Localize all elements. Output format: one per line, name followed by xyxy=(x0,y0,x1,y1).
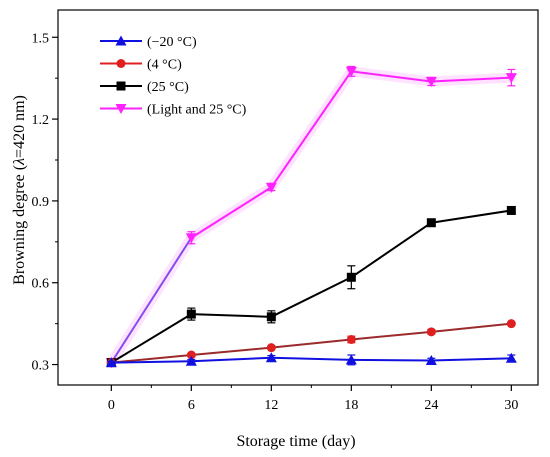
y-tick-label-1.5: 1.5 xyxy=(32,31,50,46)
series-line-segment xyxy=(350,221,432,279)
x-tick-label-24: 24 xyxy=(424,398,438,413)
series-line-segment xyxy=(271,338,352,349)
plot-frame xyxy=(57,9,539,386)
legend-swatch-marker xyxy=(115,104,127,114)
y-axis-label-suffix: =420 nm) xyxy=(11,95,28,158)
legend-item-light-and-25-c: (Light and 25 °C) xyxy=(100,103,247,118)
series-line-segment xyxy=(271,356,352,361)
series-line-segment xyxy=(270,70,353,188)
y-axis-label-lambda: λ xyxy=(11,158,28,166)
data-point xyxy=(426,218,436,228)
y-axis-label-prefix: Browning degree ( xyxy=(11,165,28,285)
legend-label: (Light and 25 °C) xyxy=(147,103,247,118)
series-line-segment xyxy=(191,313,272,318)
y-tick-label-0.3: 0.3 xyxy=(32,359,50,374)
x-tick-label-12: 12 xyxy=(264,398,278,413)
series-line-segment xyxy=(111,354,192,364)
data-point xyxy=(506,319,516,329)
data-point xyxy=(425,354,437,365)
series-line-segment xyxy=(190,186,272,239)
legend-label: (4 °C) xyxy=(147,58,182,73)
data-point xyxy=(185,355,197,366)
data-point xyxy=(426,327,436,337)
y-tick-label-0.9: 0.9 xyxy=(32,195,50,210)
series-25-c xyxy=(106,205,516,368)
series-line-segment xyxy=(351,358,432,362)
series-20-c xyxy=(105,352,517,368)
series-4-c xyxy=(106,319,516,368)
legend-label: (25 °C) xyxy=(147,80,189,95)
data-point xyxy=(346,334,356,344)
data-point xyxy=(345,354,357,365)
data-point xyxy=(186,309,196,319)
series-line-segment xyxy=(111,360,192,364)
x-tick-label-6: 6 xyxy=(188,398,195,413)
y-tick-label-1.2: 1.2 xyxy=(32,113,50,128)
series-line-segment xyxy=(431,76,512,83)
x-axis-label: Storage time (day) xyxy=(236,433,355,450)
series-line-segment xyxy=(110,237,193,364)
series-line-segment xyxy=(191,356,272,363)
legend-label: (−20 °C) xyxy=(147,35,197,50)
data-point xyxy=(345,66,357,77)
x-axis: 0 6 12 18 24 30 xyxy=(108,385,518,413)
data-point xyxy=(185,233,197,244)
series-line-segment xyxy=(351,70,432,83)
y-axis: 0.3 0.6 0.9 1.2 1.5 xyxy=(32,31,58,374)
series-layer xyxy=(105,65,517,369)
legend-swatch-marker xyxy=(116,59,126,68)
series-line-segment xyxy=(431,357,512,362)
series-line-segment xyxy=(431,209,512,224)
legend-swatch-marker xyxy=(116,81,126,91)
data-point xyxy=(266,343,276,353)
data-point xyxy=(346,272,356,282)
data-point xyxy=(265,182,277,193)
legend-item-4-c: (4 °C) xyxy=(100,58,182,73)
series-line-segment xyxy=(110,313,192,364)
series-line-segment xyxy=(351,330,432,341)
x-tick-label-30: 30 xyxy=(504,398,518,413)
series-line-segment xyxy=(270,276,352,318)
series-light-and-25-c xyxy=(105,65,517,369)
legend-item-25-c: (25 °C) xyxy=(100,80,189,95)
data-point xyxy=(425,76,437,87)
legend: (−20 °C) (4 °C) (25 °C) (Light and 25 °C) xyxy=(100,35,247,118)
series-line-segment xyxy=(191,346,272,356)
data-point xyxy=(505,352,517,363)
data-point xyxy=(265,352,277,363)
data-point xyxy=(186,350,196,360)
x-tick-label-18: 18 xyxy=(344,398,358,413)
series-line-segment xyxy=(431,322,512,333)
data-point xyxy=(266,312,276,322)
y-axis-label: Browning degree (λ=420 nm) xyxy=(11,95,28,285)
legend-swatch-marker xyxy=(115,35,127,46)
data-point xyxy=(505,73,517,84)
x-tick-label-0: 0 xyxy=(108,398,115,413)
data-point xyxy=(105,357,117,368)
y-tick-label-0.6: 0.6 xyxy=(32,277,50,292)
legend-item-20-c: (−20 °C) xyxy=(100,35,197,50)
data-point xyxy=(506,205,516,215)
plot-area xyxy=(57,9,539,386)
